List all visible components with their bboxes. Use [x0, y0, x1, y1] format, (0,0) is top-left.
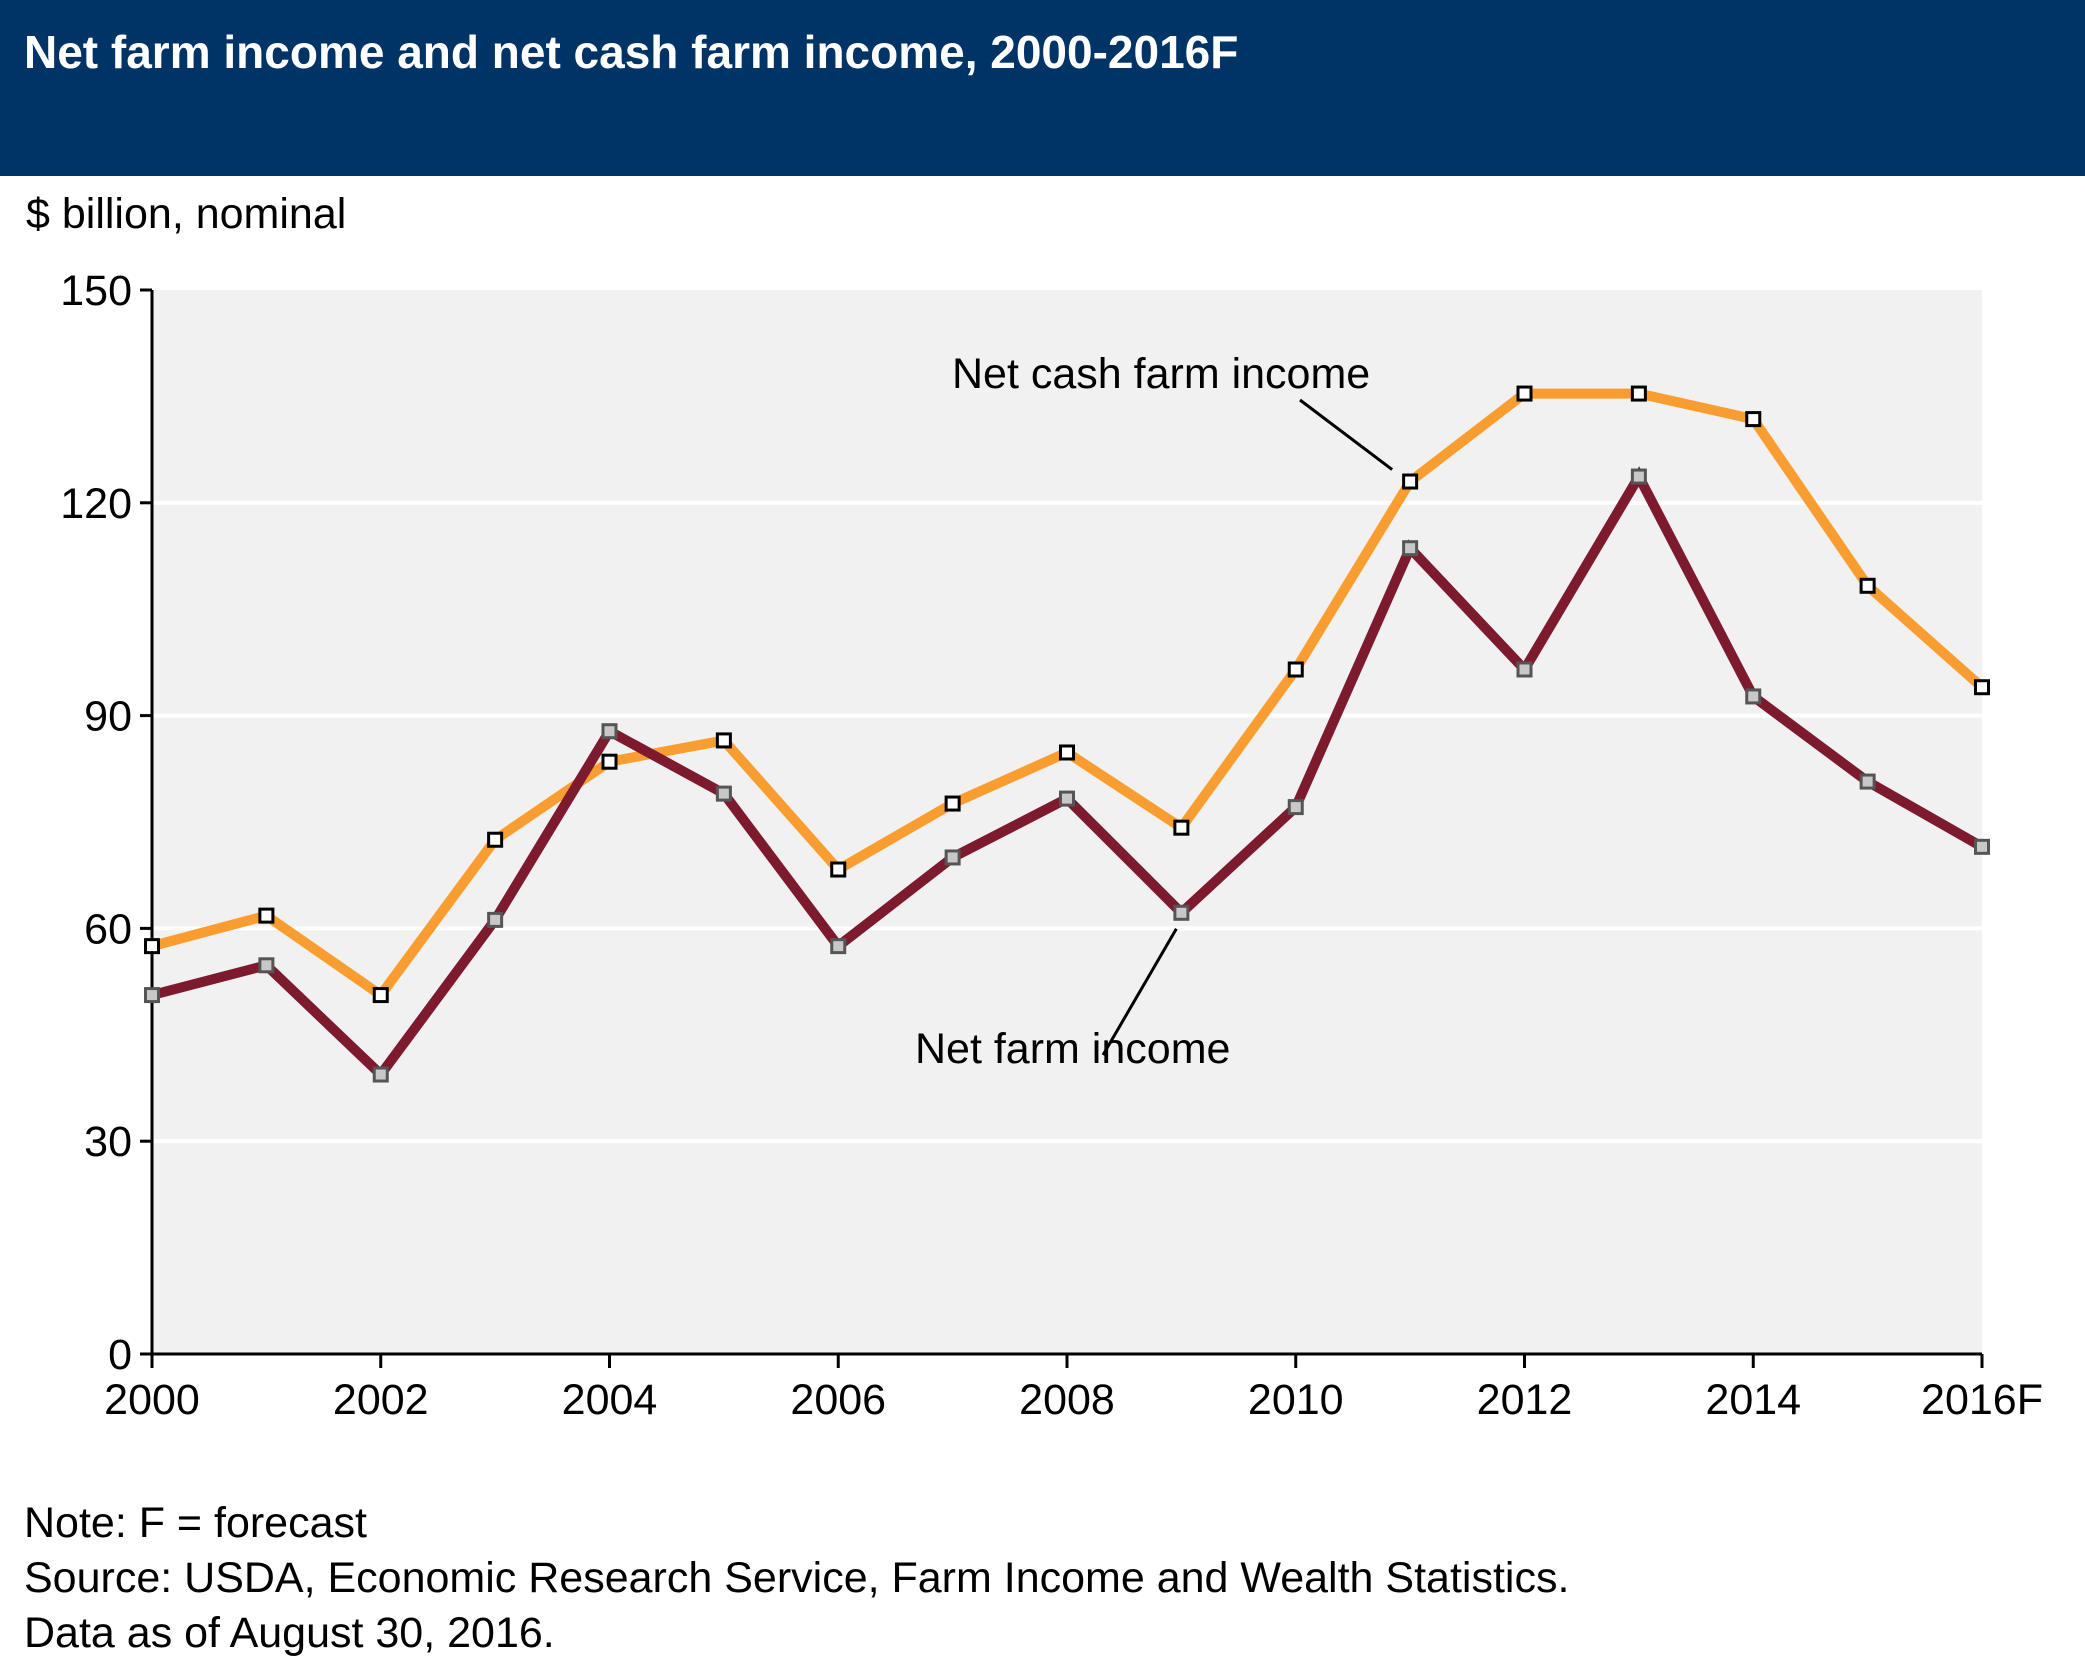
gridlines [152, 500, 1982, 1144]
point-net-farm-income-2008 [1059, 790, 1075, 807]
x-tick-label-2014: 2014 [1705, 1376, 1801, 1424]
point-net-cash-farm-income-2002 [372, 987, 389, 1004]
point-net-farm-income-2002 [372, 1066, 389, 1083]
point-net-farm-income-2016F [1974, 838, 1990, 855]
point-net-farm-income-2009 [1173, 904, 1190, 921]
header-banner [0, 0, 2085, 176]
y-tick-label-120: 120 [60, 480, 132, 528]
x-tick-label-2012: 2012 [1477, 1376, 1573, 1424]
data-date-text: Data as of August 30, 2016. [24, 1609, 555, 1657]
point-net-cash-farm-income-2011 [1402, 473, 1419, 490]
y-tick-label-90: 90 [84, 693, 132, 741]
x-tick-label-2010: 2010 [1248, 1376, 1344, 1424]
y-tick-label-0: 0 [108, 1331, 132, 1379]
x-tick-label-2006: 2006 [790, 1376, 886, 1424]
point-net-cash-farm-income-2014 [1745, 411, 1762, 428]
point-net-farm-income-2015 [1859, 773, 1876, 790]
point-net-cash-farm-income-2005 [715, 732, 732, 749]
point-net-farm-income-2012 [1516, 661, 1533, 678]
point-net-cash-farm-income-2009 [1173, 819, 1190, 836]
annotation-leaders [1101, 398, 1394, 1056]
point-net-farm-income-2004 [601, 723, 618, 740]
leader-net-farm-income [1101, 928, 1178, 1056]
point-net-cash-farm-income-2007 [944, 795, 961, 812]
source-text: Source: USDA, Economic Research Service,… [24, 1554, 1569, 1602]
point-net-farm-income-2007 [944, 849, 961, 866]
point-net-cash-farm-income-2008 [1059, 744, 1075, 761]
point-net-cash-farm-income-2013 [1630, 385, 1647, 402]
point-net-cash-farm-income-2012 [1516, 385, 1533, 402]
point-net-cash-farm-income-2015 [1859, 577, 1876, 594]
point-net-cash-farm-income-2006 [830, 861, 847, 878]
x-tick-label-2008: 2008 [1019, 1376, 1115, 1424]
point-net-farm-income-2006 [830, 938, 847, 955]
point-net-cash-farm-income-2004 [601, 753, 618, 770]
point-net-farm-income-2005 [715, 785, 732, 802]
point-net-farm-income-2013 [1630, 468, 1647, 485]
note-text: Note: F = forecast [24, 1499, 367, 1547]
point-net-cash-farm-income-2000 [144, 938, 160, 955]
y-tick-label-30: 30 [84, 1118, 132, 1166]
annotation-net-farm-income: Net farm income [915, 1025, 1230, 1073]
leader-net-cash-farm-income [1299, 398, 1394, 471]
x-tick-label-2004: 2004 [562, 1376, 658, 1424]
y-tick-label-60: 60 [84, 905, 132, 953]
axes: 0 30 60 90 120 150 2000 2002 2004 2006 2008 2010 201… [60, 267, 2043, 1424]
unit-label: $ billion, nominal [26, 190, 346, 238]
point-net-cash-farm-income-2003 [487, 831, 504, 848]
point-net-farm-income-2003 [487, 911, 504, 928]
point-net-cash-farm-income-2016F [1974, 679, 1990, 696]
annotation-net-cash-farm-income: Net cash farm income [952, 350, 1370, 398]
point-net-farm-income-2014 [1745, 688, 1762, 705]
x-tick-label-2016F: 2016F [1921, 1376, 2043, 1424]
chart-title: Net farm income and net cash farm income… [24, 26, 1238, 78]
y-tick-label-150: 150 [60, 267, 132, 315]
annotations: Net cash farm income Net farm income [915, 350, 1370, 1073]
point-net-cash-farm-income-2010 [1287, 661, 1304, 678]
point-net-cash-farm-income-2001 [258, 907, 275, 924]
point-net-farm-income-2001 [258, 957, 275, 974]
plot-area [152, 290, 1982, 1354]
x-tick-label-2000: 2000 [104, 1376, 200, 1424]
series [144, 385, 1990, 1083]
point-net-farm-income-2000 [144, 987, 160, 1004]
point-net-farm-income-2010 [1287, 799, 1304, 816]
point-net-farm-income-2011 [1402, 540, 1419, 557]
x-tick-label-2002: 2002 [333, 1376, 429, 1424]
